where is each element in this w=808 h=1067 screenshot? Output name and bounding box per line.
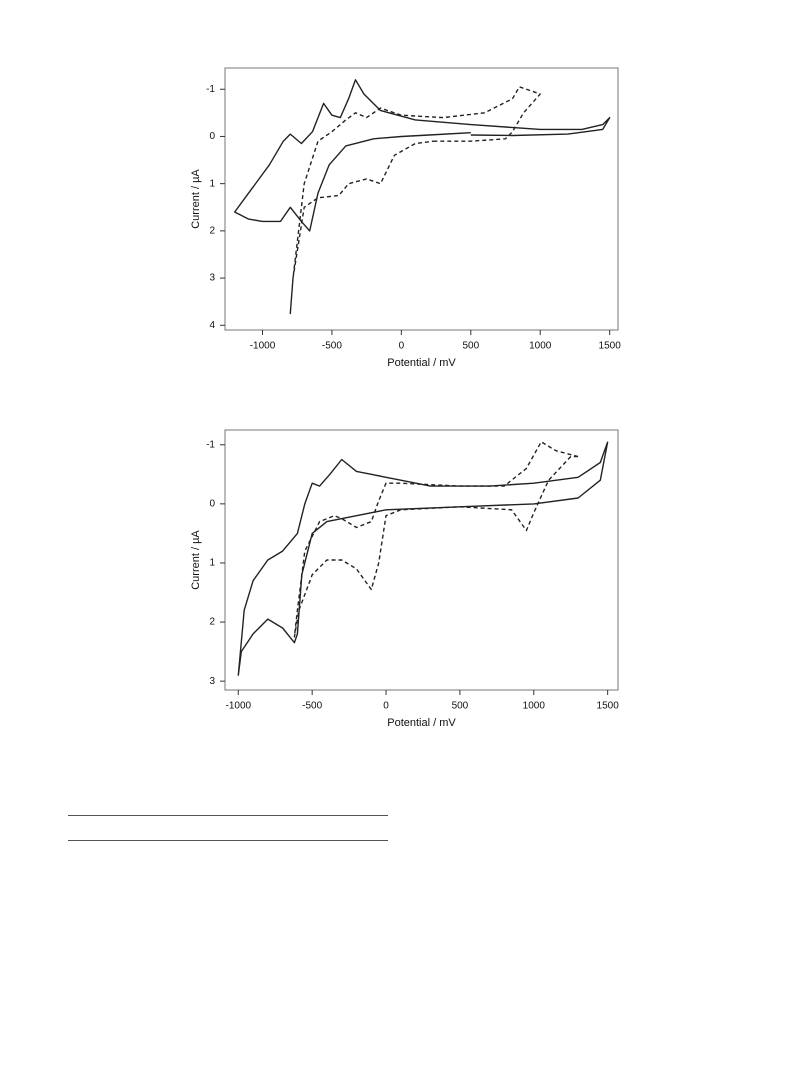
cv-curve [289, 86, 541, 315]
x-axis-label: Potential / mV [387, 357, 456, 369]
y-tick-label: -1 [206, 84, 215, 95]
x-tick-label: 500 [452, 701, 469, 712]
y-axis-label: Current / µA [190, 530, 202, 590]
y-tick-label: 0 [209, 131, 215, 142]
x-tick-label: -1000 [226, 701, 252, 712]
x-tick-label: 0 [383, 701, 389, 712]
y-tick-label: 0 [209, 499, 215, 510]
y-tick-label: 2 [209, 617, 215, 628]
y-tick-label: 2 [209, 226, 215, 237]
y-tick-label: 3 [209, 273, 215, 284]
x-tick-label: 1000 [523, 701, 546, 712]
chart: -1000 -500 0 500 1000 1500 -1 0 1 2 3 4 Potential / … [190, 67, 622, 369]
y-tick-label: -1 [206, 439, 215, 450]
x-tick-label: -1000 [250, 341, 276, 352]
y-axis-label: Current / µA [190, 169, 202, 229]
cv-curve [293, 441, 579, 638]
rule [68, 815, 388, 816]
y-tick-label: 3 [209, 676, 215, 687]
x-tick-label: 1500 [599, 341, 622, 352]
cv-curve [237, 441, 609, 676]
x-axis-label: Potential / mV [387, 717, 456, 729]
plot-frame [224, 67, 619, 331]
x-tick-label: 1500 [597, 701, 620, 712]
x-tick-label: 1000 [529, 341, 552, 352]
y-tick-label: 4 [209, 320, 215, 331]
x-tick-label: -500 [322, 341, 342, 352]
x-tick-label: 500 [462, 341, 479, 352]
plot-frame [224, 429, 619, 691]
cv-curve [234, 79, 611, 232]
rule [68, 840, 388, 841]
y-tick-label: 1 [209, 558, 215, 569]
x-tick-label: -500 [302, 701, 322, 712]
y-tick-label: 1 [209, 178, 215, 189]
chart: -1000 -500 0 500 1000 1500 -1 0 1 2 3 Potential / m… [190, 429, 620, 729]
x-tick-label: 0 [399, 341, 405, 352]
